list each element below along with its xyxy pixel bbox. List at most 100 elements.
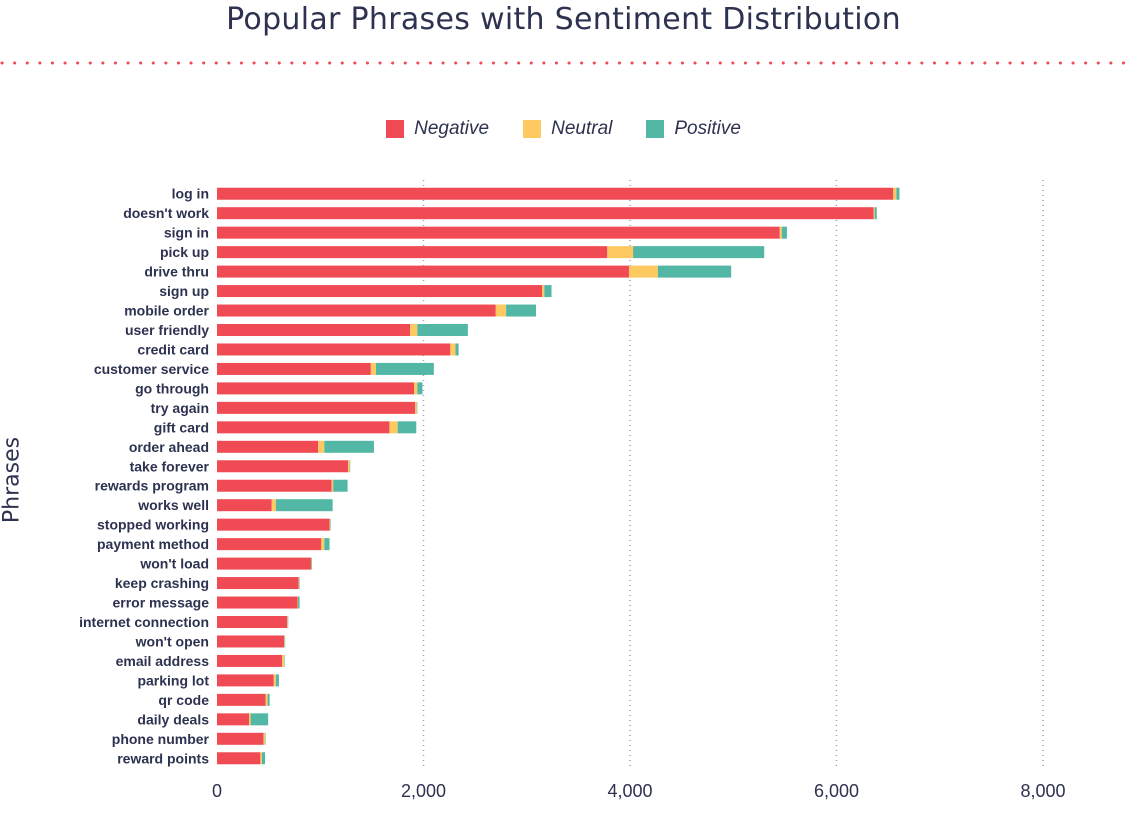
x-tick-label: 8,000 xyxy=(1020,781,1065,801)
bar-negative-26 xyxy=(217,693,266,706)
category-label: stopped working xyxy=(97,517,209,533)
bar-negative-16 xyxy=(217,499,272,512)
legend-label-neutral: Neutral xyxy=(551,118,613,139)
bar-negative-5 xyxy=(217,285,543,298)
bar-positive-17 xyxy=(330,518,331,531)
bar-neutral-3 xyxy=(607,246,634,259)
bar-negative-4 xyxy=(217,265,629,278)
bar-negative-28 xyxy=(217,732,264,745)
bar-positive-18 xyxy=(324,538,330,551)
bar-neutral-4 xyxy=(628,265,658,278)
bar-negative-12 xyxy=(217,421,390,434)
legend-item-positive[interactable]: Positive xyxy=(646,118,741,140)
bar-neutral-21 xyxy=(297,596,299,609)
bar-positive-15 xyxy=(333,479,348,492)
bar-positive-8 xyxy=(455,343,459,356)
bar-neutral-29 xyxy=(260,752,262,765)
bar-positive-23 xyxy=(284,635,286,648)
bar-positive-3 xyxy=(633,246,765,259)
legend-swatch-negative xyxy=(386,120,405,138)
legend: Negative Neutral Positive xyxy=(0,118,1127,140)
bar-positive-11 xyxy=(416,401,418,414)
bar-negative-20 xyxy=(217,577,299,590)
bar-negative-22 xyxy=(217,616,288,628)
bar-neutral-23 xyxy=(284,635,285,648)
bar-negative-3 xyxy=(217,246,608,259)
category-label: sign up xyxy=(159,283,209,299)
bar-neutral-8 xyxy=(450,343,456,356)
legend-label-positive: Positive xyxy=(674,118,741,139)
bar-neutral-24 xyxy=(282,654,285,667)
bar-negative-10 xyxy=(217,382,415,395)
legend-swatch-positive xyxy=(646,120,665,138)
bar-neutral-9 xyxy=(370,362,377,375)
category-label: email address xyxy=(116,653,210,669)
bar-positive-7 xyxy=(417,324,468,336)
bar-positive-19 xyxy=(311,557,312,570)
category-label: try again xyxy=(151,400,209,416)
bar-neutral-28 xyxy=(263,732,266,745)
bar-positive-0 xyxy=(896,187,900,200)
category-label: take forever xyxy=(130,458,210,474)
category-label: works well xyxy=(137,497,209,513)
bar-positive-4 xyxy=(657,265,732,278)
bar-neutral-12 xyxy=(389,421,398,434)
bar-negative-1 xyxy=(217,207,874,220)
bar-neutral-26 xyxy=(265,693,268,706)
x-tick-label: 6,000 xyxy=(814,781,859,801)
bar-positive-22 xyxy=(287,616,289,628)
bar-positive-12 xyxy=(397,421,417,434)
bar-neutral-25 xyxy=(273,674,276,687)
bar-neutral-11 xyxy=(415,401,417,414)
bar-negative-18 xyxy=(217,538,322,551)
bar-negative-0 xyxy=(217,187,894,200)
bar-positive-10 xyxy=(417,382,423,395)
category-label: order ahead xyxy=(129,439,209,455)
bar-positive-2 xyxy=(781,226,787,239)
bar-positive-20 xyxy=(299,577,300,590)
bar-positive-28 xyxy=(265,732,266,745)
bar-negative-23 xyxy=(217,635,285,648)
category-label: qr code xyxy=(158,692,209,708)
bar-negative-21 xyxy=(217,596,298,609)
legend-label-negative: Negative xyxy=(414,118,490,139)
bar-positive-6 xyxy=(506,304,537,317)
x-tick-label: 4,000 xyxy=(607,781,652,801)
bar-negative-6 xyxy=(217,304,496,317)
bar-neutral-7 xyxy=(410,324,418,336)
bar-negative-11 xyxy=(217,401,416,414)
bar-neutral-22 xyxy=(287,616,288,628)
bar-negative-24 xyxy=(217,654,283,667)
category-label: gift card xyxy=(154,419,209,435)
category-label: go through xyxy=(135,380,209,396)
category-label: won't load xyxy=(139,556,209,572)
bar-positive-24 xyxy=(284,654,285,667)
bar-negative-27 xyxy=(217,713,250,726)
category-label: daily deals xyxy=(137,711,209,727)
bar-neutral-10 xyxy=(414,382,418,395)
bar-neutral-6 xyxy=(495,304,507,317)
dotted-divider xyxy=(0,61,1127,65)
category-label: drive thru xyxy=(144,264,209,280)
category-label: user friendly xyxy=(125,322,209,338)
bar-neutral-18 xyxy=(321,538,325,551)
bar-positive-25 xyxy=(275,674,279,687)
category-label: internet connection xyxy=(79,614,209,630)
bar-neutral-16 xyxy=(271,499,276,512)
bar-negative-15 xyxy=(217,479,332,492)
bar-negative-29 xyxy=(217,752,261,765)
category-label: mobile order xyxy=(124,303,209,319)
category-label: rewards program xyxy=(95,478,209,494)
category-label: won't open xyxy=(135,633,209,649)
bar-positive-29 xyxy=(261,752,266,765)
bar-neutral-0 xyxy=(893,187,897,200)
bar-neutral-15 xyxy=(331,479,334,492)
legend-item-neutral[interactable]: Neutral xyxy=(523,118,612,140)
category-label: parking lot xyxy=(137,672,209,688)
bar-neutral-1 xyxy=(873,207,875,220)
bar-positive-16 xyxy=(275,499,333,512)
bar-positive-13 xyxy=(324,440,374,453)
legend-item-negative[interactable]: Negative xyxy=(386,118,489,140)
bar-positive-26 xyxy=(267,693,270,706)
bar-neutral-2 xyxy=(779,226,782,239)
